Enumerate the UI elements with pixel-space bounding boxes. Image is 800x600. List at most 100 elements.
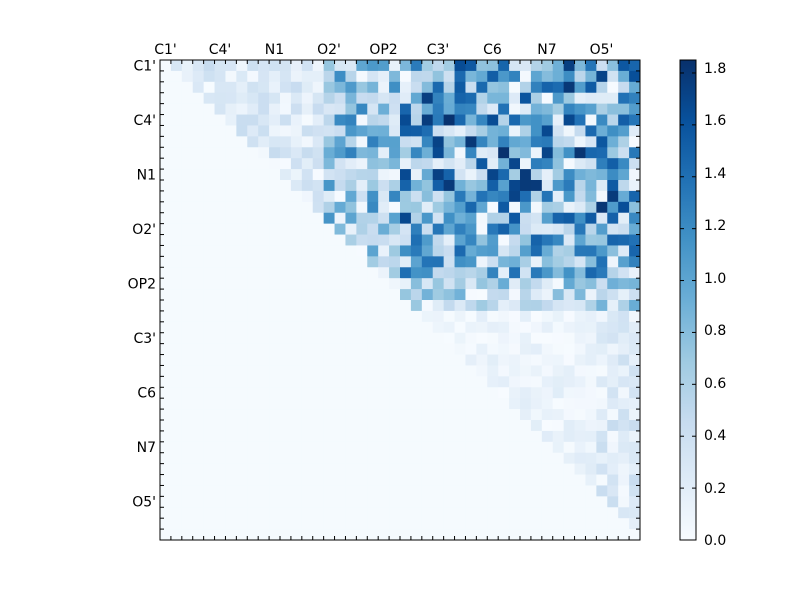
heatmap-cell (160, 430, 172, 443)
heatmap-cell (618, 332, 630, 345)
heatmap-cell (225, 169, 237, 181)
heatmap-cell (258, 81, 270, 94)
heatmap-cell (476, 354, 488, 366)
heatmap-cell (367, 245, 379, 257)
heatmap-cell (280, 147, 292, 159)
heatmap-cell (476, 387, 488, 399)
heatmap-cell (160, 212, 172, 225)
heatmap-cell (530, 398, 543, 410)
heatmap-cell (160, 354, 172, 366)
heatmap-cell (170, 343, 183, 356)
heatmap-cell (454, 354, 466, 366)
heatmap-cell (345, 518, 357, 530)
heatmap-cell (410, 409, 423, 421)
heatmap-cell (443, 267, 456, 279)
heatmap-cell (454, 60, 466, 72)
heatmap-cell (585, 212, 597, 225)
heatmap-cell (345, 180, 357, 192)
heatmap-cell (563, 332, 576, 345)
heatmap-cell (476, 507, 488, 519)
heatmap-cell (421, 420, 434, 432)
heatmap-cell (378, 114, 390, 126)
heatmap-cell (225, 158, 237, 170)
heatmap-cell (530, 70, 543, 83)
heatmap-cell (410, 180, 423, 192)
heatmap-cell (378, 256, 390, 268)
heatmap-cell (629, 300, 641, 312)
heatmap-cell (541, 158, 554, 170)
heatmap-cell (280, 430, 292, 443)
heatmap-cell (400, 190, 412, 203)
heatmap-cell (629, 278, 641, 290)
heatmap-cell (596, 267, 608, 279)
heatmap-cell (301, 92, 314, 105)
heatmap-cell (607, 81, 619, 94)
heatmap-cell (247, 60, 259, 72)
heatmap-cell (443, 518, 456, 530)
heatmap-cell (334, 60, 346, 72)
heatmap-cell (367, 103, 379, 116)
heatmap-cell (290, 376, 303, 388)
heatmap-cell (465, 365, 477, 377)
heatmap-cell (160, 398, 172, 410)
heatmap-cell (585, 103, 597, 116)
heatmap-cell (596, 158, 608, 170)
heatmap-cell (498, 103, 510, 116)
heatmap-cell (247, 485, 259, 497)
heatmap-cell (552, 180, 565, 192)
heatmap-cell (530, 103, 543, 116)
heatmap-cell (247, 420, 259, 432)
heatmap-cell (378, 398, 390, 410)
heatmap-cell (410, 223, 423, 236)
heatmap-cell (389, 136, 401, 148)
heatmap-cell (301, 147, 314, 159)
heatmap-cell (607, 212, 619, 225)
heatmap-cell (498, 212, 510, 225)
heatmap-cell (236, 376, 248, 388)
heatmap-cell (596, 441, 608, 454)
heatmap-cell (530, 452, 543, 465)
heatmap-cell (290, 92, 303, 105)
heatmap-cell (214, 158, 226, 170)
heatmap-cell (454, 409, 466, 421)
heatmap-cell (563, 463, 576, 476)
heatmap-cell (269, 321, 281, 334)
heatmap-cell (400, 529, 412, 541)
heatmap-cell (301, 387, 314, 399)
heatmap-cell (530, 92, 543, 105)
heatmap-cell (400, 365, 412, 377)
heatmap-cell (400, 223, 412, 236)
heatmap-cell (465, 147, 477, 159)
heatmap-cell (596, 496, 608, 508)
heatmap-cell (443, 103, 456, 116)
heatmap-cell (290, 474, 303, 486)
heatmap-cell (192, 147, 205, 159)
heatmap-cell (367, 169, 379, 181)
heatmap-cell (323, 441, 336, 454)
heatmap-cell (312, 518, 325, 530)
heatmap-cell (389, 430, 401, 443)
heatmap-cell (389, 278, 401, 290)
heatmap-cell (301, 332, 314, 345)
heatmap-cell (585, 190, 597, 203)
heatmap-cell (312, 420, 325, 432)
heatmap-cell (432, 114, 445, 126)
heatmap-cell (280, 420, 292, 432)
heatmap-cell (160, 376, 172, 388)
heatmap-cell (454, 136, 466, 148)
heatmap-cell (410, 452, 423, 465)
heatmap-cell (345, 201, 357, 214)
heatmap-cell (400, 463, 412, 476)
heatmap-cell (345, 256, 357, 268)
heatmap-cell (225, 212, 237, 225)
heatmap-cell (367, 147, 379, 159)
heatmap-cell (236, 398, 248, 410)
heatmap-cell (389, 441, 401, 454)
heatmap-cell (214, 212, 226, 225)
heatmap-cell (574, 212, 586, 225)
heatmap-cell (454, 201, 466, 214)
heatmap-cell (585, 267, 597, 279)
heatmap-cell (367, 180, 379, 192)
heatmap-cell (563, 92, 576, 105)
heatmap-cell (541, 463, 554, 476)
